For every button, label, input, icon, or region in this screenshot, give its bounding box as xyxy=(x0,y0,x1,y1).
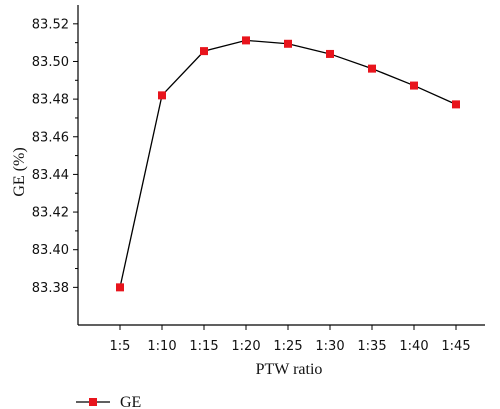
data-point-ge xyxy=(452,100,460,109)
y-tick-label: 83.44 xyxy=(32,168,69,183)
x-tick-label: 1:10 xyxy=(147,339,176,354)
x-tick-label: 1:35 xyxy=(357,339,386,354)
data-point-ge xyxy=(410,81,418,90)
data-point-ge xyxy=(116,283,124,292)
y-tick-label: 83.38 xyxy=(32,281,69,296)
x-tick-label: 1:15 xyxy=(189,339,218,354)
x-tick-label: 1:5 xyxy=(110,339,131,354)
y-tick-label: 83.52 xyxy=(32,17,69,32)
x-tick-label: 1:25 xyxy=(273,339,302,354)
series-line-ge xyxy=(119,39,457,288)
y-axis-ticks: 83.38 83.40 83.42 83.44 83.46 83.48 83.50 83.52 xyxy=(32,17,78,296)
x-tick-label: 1:40 xyxy=(399,339,428,354)
data-point-ge xyxy=(200,47,208,56)
x-tick-label: 1:45 xyxy=(441,339,470,354)
x-tick-label: 1:30 xyxy=(315,339,344,354)
data-point-ge xyxy=(242,36,250,45)
data-point-ge xyxy=(326,49,334,58)
y-tick-label: 83.40 xyxy=(32,243,69,258)
axes xyxy=(77,5,485,326)
legend: GE xyxy=(76,394,141,409)
y-tick-label: 83.42 xyxy=(32,206,69,221)
x-tick-label: 1:20 xyxy=(231,339,260,354)
legend-marker-ge xyxy=(89,398,97,406)
data-point-ge xyxy=(284,39,292,48)
y-tick-label: 83.50 xyxy=(32,55,69,70)
y-tick-label: 83.48 xyxy=(32,93,69,108)
data-point-ge xyxy=(368,64,376,73)
x-axis-title: PTW ratio xyxy=(256,361,323,378)
series-ge xyxy=(116,36,460,292)
data-point-ge xyxy=(158,91,166,100)
legend-label-ge: GE xyxy=(120,394,141,409)
x-axis-ticks: 1:5 1:10 1:15 1:20 1:25 1:30 1:35 1:40 1:45 xyxy=(110,325,471,354)
y-axis-title: GE (%) xyxy=(11,147,28,196)
y-tick-label: 83.46 xyxy=(32,130,69,145)
